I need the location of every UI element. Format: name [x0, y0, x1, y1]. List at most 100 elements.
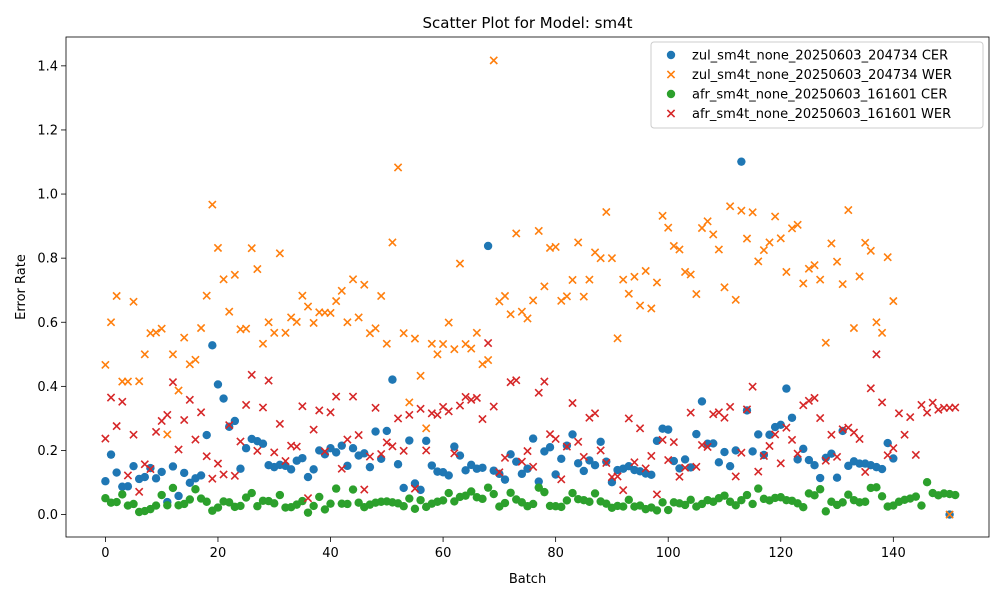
data-point: [703, 217, 712, 226]
data-point: [438, 402, 448, 412]
data-point: [793, 220, 802, 229]
data-point: [320, 450, 330, 459]
data-point: [303, 302, 313, 311]
data-point: [680, 455, 690, 464]
data-point: [208, 341, 217, 350]
data-point: [596, 253, 605, 263]
data-point: [917, 400, 926, 410]
data-point: [213, 459, 223, 468]
y-axis-label: Error Rate: [14, 254, 29, 320]
data-point: [483, 241, 493, 251]
data-point: [500, 475, 510, 484]
data-point: [590, 461, 600, 470]
data-point: [647, 451, 656, 461]
data-point: [697, 397, 707, 406]
data-point: [692, 462, 701, 471]
data-point: [467, 395, 476, 404]
data-point: [450, 345, 459, 354]
data-point: [483, 355, 493, 365]
data-point: [129, 430, 138, 439]
data-point: [804, 396, 814, 405]
data-point: [602, 458, 611, 468]
data-point: [787, 224, 797, 233]
data-point: [647, 470, 656, 480]
data-point: [354, 498, 363, 507]
data-point: [534, 477, 543, 486]
data-point: [225, 498, 234, 507]
data-point: [320, 505, 330, 514]
data-point: [371, 324, 380, 333]
data-point: [483, 338, 493, 348]
data-point: [838, 498, 847, 507]
data-point: [331, 484, 341, 493]
data-point: [196, 323, 206, 333]
data-point: [528, 296, 538, 305]
data-point: [427, 339, 436, 348]
data-point: [236, 437, 245, 446]
data-point: [590, 409, 600, 418]
data-point: [388, 442, 397, 451]
data-point: [720, 447, 729, 457]
data-point: [832, 257, 842, 266]
data-point: [410, 484, 420, 493]
data-point: [146, 464, 155, 474]
data-point: [844, 490, 853, 499]
x-tick-label: 0: [101, 546, 109, 561]
data-point: [810, 461, 819, 470]
data-point: [410, 334, 420, 343]
data-point: [506, 310, 515, 319]
data-point: [360, 280, 369, 289]
data-point: [298, 291, 307, 300]
data-point: [309, 318, 318, 328]
data-point: [686, 495, 695, 505]
y-tick-label: 0.4: [37, 380, 58, 395]
data-point: [275, 249, 285, 258]
x-tick-label: 80: [547, 546, 564, 561]
data-point: [849, 323, 859, 333]
data-point: [365, 452, 375, 461]
data-point: [286, 313, 296, 322]
data-point: [478, 414, 487, 424]
data-point: [844, 461, 853, 471]
series-3-points: [101, 477, 960, 517]
data-point: [782, 267, 791, 277]
series-2-points: [101, 56, 954, 519]
data-point: [500, 453, 510, 462]
data-point: [562, 292, 572, 301]
data-point: [951, 490, 960, 500]
data-point: [208, 200, 217, 209]
data-point: [585, 456, 594, 465]
data-point: [264, 318, 273, 327]
data-point: [855, 434, 864, 444]
data-point: [602, 207, 611, 217]
data-point: [241, 444, 251, 453]
data-point: [534, 483, 543, 492]
data-point: [393, 414, 403, 423]
data-point: [523, 314, 532, 323]
data-point: [292, 442, 301, 451]
data-point: [427, 461, 437, 470]
legend-item: zul_sm4t_none_20250603_204734 CER: [666, 49, 948, 64]
data-point: [112, 497, 121, 507]
data-point: [489, 489, 498, 499]
data-point: [759, 451, 769, 461]
data-point: [354, 430, 363, 440]
legend-item: afr_sm4t_none_20250603_161601 WER: [666, 107, 951, 122]
data-point: [585, 413, 594, 422]
data-point: [157, 324, 166, 333]
data-point: [720, 413, 729, 422]
data-point: [236, 501, 245, 511]
data-point: [444, 488, 453, 498]
data-point: [951, 403, 960, 412]
data-point: [664, 223, 673, 232]
data-point: [360, 485, 369, 494]
data-point: [883, 253, 892, 262]
data-point: [934, 405, 943, 414]
data-point: [151, 501, 161, 510]
data-point: [725, 202, 735, 211]
data-point: [557, 502, 566, 512]
data-point: [241, 324, 251, 333]
data-point: [258, 439, 268, 448]
data-point: [619, 486, 628, 495]
